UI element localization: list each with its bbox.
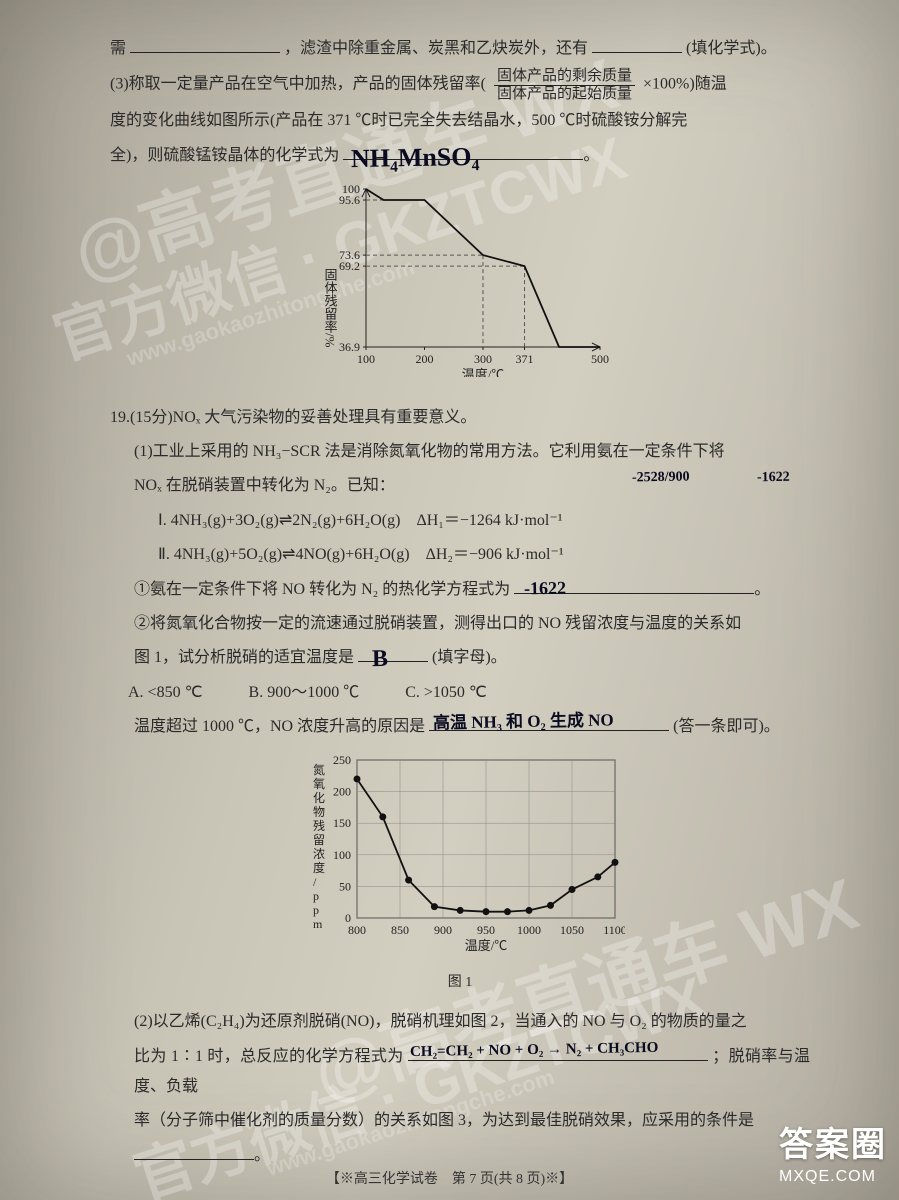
- chart2-caption: 图 1: [295, 970, 625, 997]
- svg-text:氧: 氧: [313, 777, 325, 791]
- q19-1b: NOₓ 在脱硝装置中转化为 N₂。已知： -2528/900 -1622: [134, 471, 810, 501]
- svg-text:残: 残: [313, 819, 325, 833]
- svg-text:100: 100: [357, 352, 375, 366]
- q19-2d: 率（分子筛中催化剂的质量分数）的关系如图 3，为达到最佳脱硝效果，应采用的条件是: [134, 1106, 810, 1136]
- svg-text:250: 250: [333, 753, 351, 767]
- chart2-wrap: 050100150200250800850900950100010501100氮…: [110, 748, 810, 997]
- svg-text:95.6: 95.6: [339, 193, 360, 207]
- hand-note2: -1622: [757, 465, 790, 492]
- chart1-svg: 10095.673.669.236.9100200300371500固体残留率/…: [310, 177, 610, 377]
- svg-text:300: 300: [474, 352, 492, 366]
- choice-B: B. 900～1000 ℃: [249, 678, 360, 708]
- chart2: 050100150200250800850900950100010501100氮…: [295, 748, 625, 996]
- text: 温度超过 1000 ℃，NO 浓度升高的原因是: [134, 718, 425, 735]
- chart1-wrap: 10095.673.669.236.9100200300371500固体残留率/…: [110, 177, 810, 388]
- svg-text:800: 800: [348, 923, 366, 937]
- hand-formula: NH₄MnSO₄: [351, 132, 480, 184]
- text: 全)，则硫酸锰铵晶体的化学式为: [110, 147, 339, 164]
- page-footer: 【※高三化学试卷 第 7 页(共 8 页)※】: [0, 1168, 899, 1188]
- text: (填化学式)。: [686, 40, 777, 57]
- svg-text:950: 950: [477, 923, 495, 937]
- svg-text:化: 化: [313, 791, 325, 805]
- blank-2: [592, 36, 682, 53]
- svg-text:/: /: [313, 875, 317, 889]
- svg-text:p: p: [313, 889, 319, 903]
- logo-big: 答案圈: [779, 1117, 887, 1166]
- text: 需: [110, 40, 126, 57]
- svg-text:150: 150: [333, 817, 351, 831]
- choice-C: C. >1050 ℃: [405, 678, 487, 708]
- svg-text:p: p: [313, 903, 319, 917]
- blank-1: [130, 36, 280, 53]
- svg-text:1050: 1050: [560, 923, 584, 937]
- blank-formula: NH₄MnSO₄: [343, 143, 583, 160]
- hand-p2: CH₂=CH₂ + NO + O₂ → N₂ + CH₃CHO: [410, 1033, 659, 1066]
- hand-note1: -2528/900: [632, 465, 690, 493]
- fraction: 固体产品的剩余质量 固体产品的起始质量: [494, 68, 635, 102]
- blank-c1: -1622: [514, 577, 754, 594]
- q3-line1: (3)称取一定量产品在空气中加热，产品的固体残留率( 固体产品的剩余质量 固体产…: [110, 68, 810, 102]
- blank-c3: 高温 NH₃ 和 O₂ 生成 NO: [429, 714, 669, 731]
- svg-text:200: 200: [416, 352, 434, 366]
- svg-text:500: 500: [591, 352, 609, 366]
- choices: A. <850 ℃ B. 900～1000 ℃ C. >1050 ℃: [128, 678, 810, 708]
- svg-text:m: m: [313, 917, 323, 931]
- eq-I: Ⅰ. 4NH₃(g)+3O₂(g)⇌2N₂(g)+6H₂O(g) ΔH₁＝−12…: [158, 506, 810, 536]
- svg-text:留: 留: [313, 833, 325, 847]
- q19-c2b: 图 1，试分析脱硝的适宜温度是 B (填字母)。: [134, 643, 810, 673]
- choice-A: A. <850 ℃: [128, 678, 203, 708]
- q19-head: 19.(15分)NOₓ 大气污染物的妥善处理具有重要意义。: [110, 403, 810, 433]
- blank-line: 。: [134, 1141, 810, 1171]
- svg-text:50: 50: [339, 880, 351, 894]
- text: (3)称取一定量产品在空气中加热，产品的固体残留率(: [110, 76, 486, 93]
- svg-text:100: 100: [333, 848, 351, 862]
- q19-2a: (2)以乙烯(C₂H₄)为还原剂脱硝(NO)，脱硝机理如图 2，当通入的 NO …: [134, 1007, 810, 1037]
- frac-num: 固体产品的剩余质量: [494, 68, 635, 86]
- svg-text:850: 850: [391, 923, 409, 937]
- q19-1a: (1)工业上采用的 NH₃−SCR 法是消除氮氧化物的常用方法。它利用氨在一定条…: [134, 437, 810, 467]
- q19-c3: 温度超过 1000 ℃，NO 浓度升高的原因是 高温 NH₃ 和 O₂ 生成 N…: [134, 712, 810, 742]
- q19-c1: ①氨在一定条件下将 NO 转化为 N₂ 的热化学方程式为 -1622 。: [134, 575, 810, 605]
- text: ①氨在一定条件下将 NO 转化为 N₂ 的热化学方程式为: [134, 581, 510, 598]
- hand-c1: -1622: [524, 570, 567, 605]
- svg-text:固体残留率/%: 固体残留率/%: [323, 268, 338, 348]
- blank-end: [134, 1143, 254, 1160]
- svg-text:温度/℃: 温度/℃: [465, 938, 508, 953]
- text: ×100%)随温: [643, 76, 727, 93]
- blank-p2: CH₂=CH₂ + NO + O₂ → N₂ + CH₃CHO: [408, 1044, 708, 1061]
- frac-den: 固体产品的起始质量: [494, 86, 635, 103]
- text: 比为 1∶1 时，总反应的化学方程式为: [134, 1048, 404, 1065]
- suffix: (填字母)。: [432, 649, 507, 666]
- svg-text:900: 900: [434, 923, 452, 937]
- residue-line: 需 ，滤渣中除重金属、炭黑和乙炔炭外，还有 (填化学式)。: [110, 34, 810, 64]
- svg-text:1000: 1000: [517, 923, 541, 937]
- text: ，滤渣中除重金属、炭黑和乙炔炭外，还有: [284, 40, 588, 57]
- chart1: 10095.673.669.236.9100200300371500固体残留率/…: [310, 177, 610, 388]
- q3-line3: 全)，则硫酸锰铵晶体的化学式为 NH₄MnSO₄ 。: [110, 141, 810, 171]
- svg-text:1100: 1100: [603, 923, 625, 937]
- hand-c3: 高温 NH₃ 和 O₂ 生成 NO: [433, 705, 614, 740]
- svg-text:200: 200: [333, 785, 351, 799]
- page-content: 需 ，滤渣中除重金属、炭黑和乙炔炭外，还有 (填化学式)。 (3)称取一定量产品…: [110, 30, 810, 1175]
- blank-c2: B: [358, 645, 428, 662]
- suffix: (答一条即可)。: [673, 718, 780, 735]
- svg-text:氮: 氮: [313, 762, 325, 777]
- text: 图 1，试分析脱硝的适宜温度是: [134, 649, 354, 666]
- eq-II: Ⅱ. 4NH₃(g)+5O₂(g)⇌4NO(g)+6H₂O(g) ΔH₂＝−90…: [158, 540, 810, 570]
- q19-2b: 比为 1∶1 时，总反应的化学方程式为 CH₂=CH₂ + NO + O₂ → …: [134, 1042, 810, 1103]
- svg-text:69.2: 69.2: [339, 259, 360, 273]
- svg-text:温度/℃: 温度/℃: [462, 367, 505, 377]
- q19-c2a: ②将氮氧化合物按一定的流速通过脱硝装置，测得出口的 NO 残留浓度与温度的关系如: [134, 609, 810, 639]
- svg-text:物: 物: [313, 805, 325, 819]
- hand-c2: B: [372, 637, 389, 683]
- text: NOₓ 在脱硝装置中转化为 N₂。已知：: [134, 477, 395, 494]
- svg-text:371: 371: [516, 352, 534, 366]
- chart2-svg: 050100150200250800850900950100010501100氮…: [295, 748, 625, 958]
- svg-text:浓: 浓: [313, 847, 325, 861]
- svg-text:度: 度: [313, 860, 325, 875]
